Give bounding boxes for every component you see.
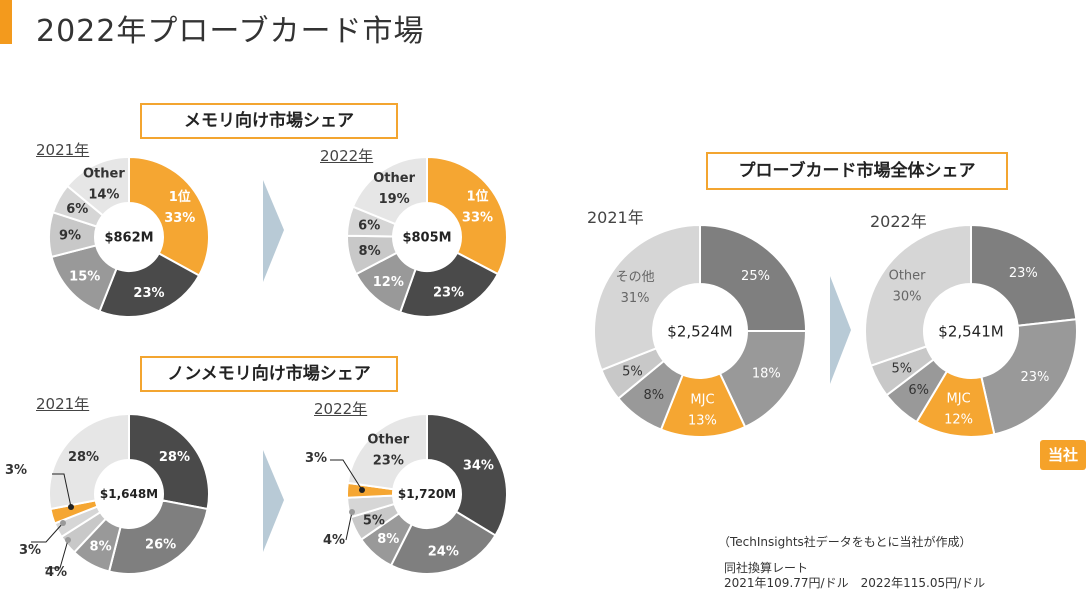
donut-center-total: $2,541M [938,322,1003,340]
callout-dot [349,509,355,515]
page-title: 2022年プローブカード市場 [36,14,425,49]
memory-2021-year: 2021年 [36,141,90,159]
nonmemory-2022-donut: 34% 24% 8% 5% Other 23% 3% 4% $1,720M [305,412,508,575]
slice-label: 34% [463,459,494,474]
slice-label: Other 23% [367,433,409,469]
donut-slice [699,223,808,332]
donut-slice [593,223,701,372]
callout-dot [68,504,74,510]
nonmemory-2021-donut: 28% 26% 8% 28% 3% 3% 4% $1,648M [5,412,210,580]
slice-label: MJC 13% [688,393,717,429]
memory-2021-donut: 1位 33% 23% 15% 9% 6%Other 14% $862M [48,155,210,318]
donut-slice [351,155,428,226]
donut-slice [426,412,508,537]
donut-slice [107,499,209,575]
slice-label: 23% [433,285,464,300]
slice-outside-label: 3% [5,463,27,478]
overall-2021-donut: 25% 18% MJC 13% 8%5% その他 31% $2,524M [593,223,808,438]
donut-slice [398,251,500,318]
title-accent-bar [0,0,12,44]
callout-dot [60,520,66,526]
memory-2022-donut: 1位 33% 23% 12% 8% 6% Other 19% $805M [345,155,508,318]
donut-slice [98,252,201,318]
donut-slice [426,155,508,276]
overall-2022-donut: 23% 23% MJC 12% 6% 5% Other 30% $2,541M [864,223,1078,438]
donut-center-total: $1,720M [398,487,456,501]
donut-center-total: $2,524M [667,322,732,340]
donut-center-total: $1,648M [100,487,158,501]
callout-dot [359,487,365,493]
slice-label: 26% [145,537,176,552]
slice-label: 23% [1009,266,1038,281]
slice-label: 9% [59,229,81,244]
nonmemory-2021-year: 2021年 [36,395,90,413]
donut-slice [48,412,130,511]
memory-arrow-icon [263,180,284,282]
slice-label: 5% [891,362,912,377]
memory-2022-year: 2022年 [320,147,374,165]
slice-label: 1位 33% [164,189,195,226]
slice-label: 8% [90,539,112,554]
overall-arrow-icon [830,276,851,384]
slice-label: 5% [622,365,643,380]
slice-label: 28% [159,450,190,465]
slice-label: 8% [644,388,665,403]
donut-slice [128,412,210,511]
donut-slice [128,155,210,277]
slice-outside-label: 3% [19,543,41,558]
nonmemory-2022-year: 2022年 [314,400,368,418]
nonmemory-2021-callouts [31,473,72,569]
donut-center-total: $862M [104,231,153,246]
slice-label: 1位 33% [462,188,493,225]
memory-section-title: メモリ向け市場シェア [140,103,398,139]
donut-slice [864,223,972,367]
source-note: （TechInsights社データをもとに当社が作成） [718,535,972,549]
slice-label: 25% [741,269,770,284]
slice-outside-label: 4% [45,565,67,580]
slice-label: 15% [69,270,100,285]
callout-dot [65,537,71,543]
donut-slice [346,412,428,491]
slice-label: 28% [68,450,99,465]
slice-outside-label: 3% [305,451,327,466]
slice-label: 6% [358,219,380,234]
donut-center-total: $805M [402,231,451,246]
slice-label: 8% [377,532,399,547]
donut-slice [980,318,1078,436]
slice-outside-label: 4% [323,533,345,548]
slice-label: 12% [373,275,404,290]
slice-label: 6% [66,202,88,217]
slice-label: Other 14% [83,167,125,203]
overall-2021-year: 2021年 [587,208,644,227]
overall-section-title: プローブカード市場全体シェア [706,152,1008,190]
nonmemory-section-title: ノンメモリ向け市場シェア [140,356,398,392]
nonmemory-2022-callouts [330,459,363,541]
slice-label: Other 19% [373,171,415,207]
slice-label: 24% [428,544,459,559]
slice-label: 8% [359,244,381,259]
donut-slice [970,223,1078,327]
slice-label: MJC 12% [944,392,973,428]
slice-label: 18% [752,367,781,382]
exchange-rate-title: 同社換算レート [724,561,809,575]
slice-label: 5% [363,513,385,528]
slice-label: その他 31% [616,270,655,306]
donut-slice [65,155,130,217]
overall-2022-year: 2022年 [870,212,927,231]
slice-label: 6% [908,383,929,398]
company-badge: 当社 [1040,440,1086,470]
slice-label: 23% [133,286,164,301]
slice-label: Other 30% [889,269,927,305]
donut-slice [389,510,497,575]
exchange-rate-values: 2021年109.77円/ドル 2022年115.05円/ドル [724,576,986,590]
nonmemory-arrow-icon [263,450,284,552]
slice-label: 23% [1020,370,1049,385]
